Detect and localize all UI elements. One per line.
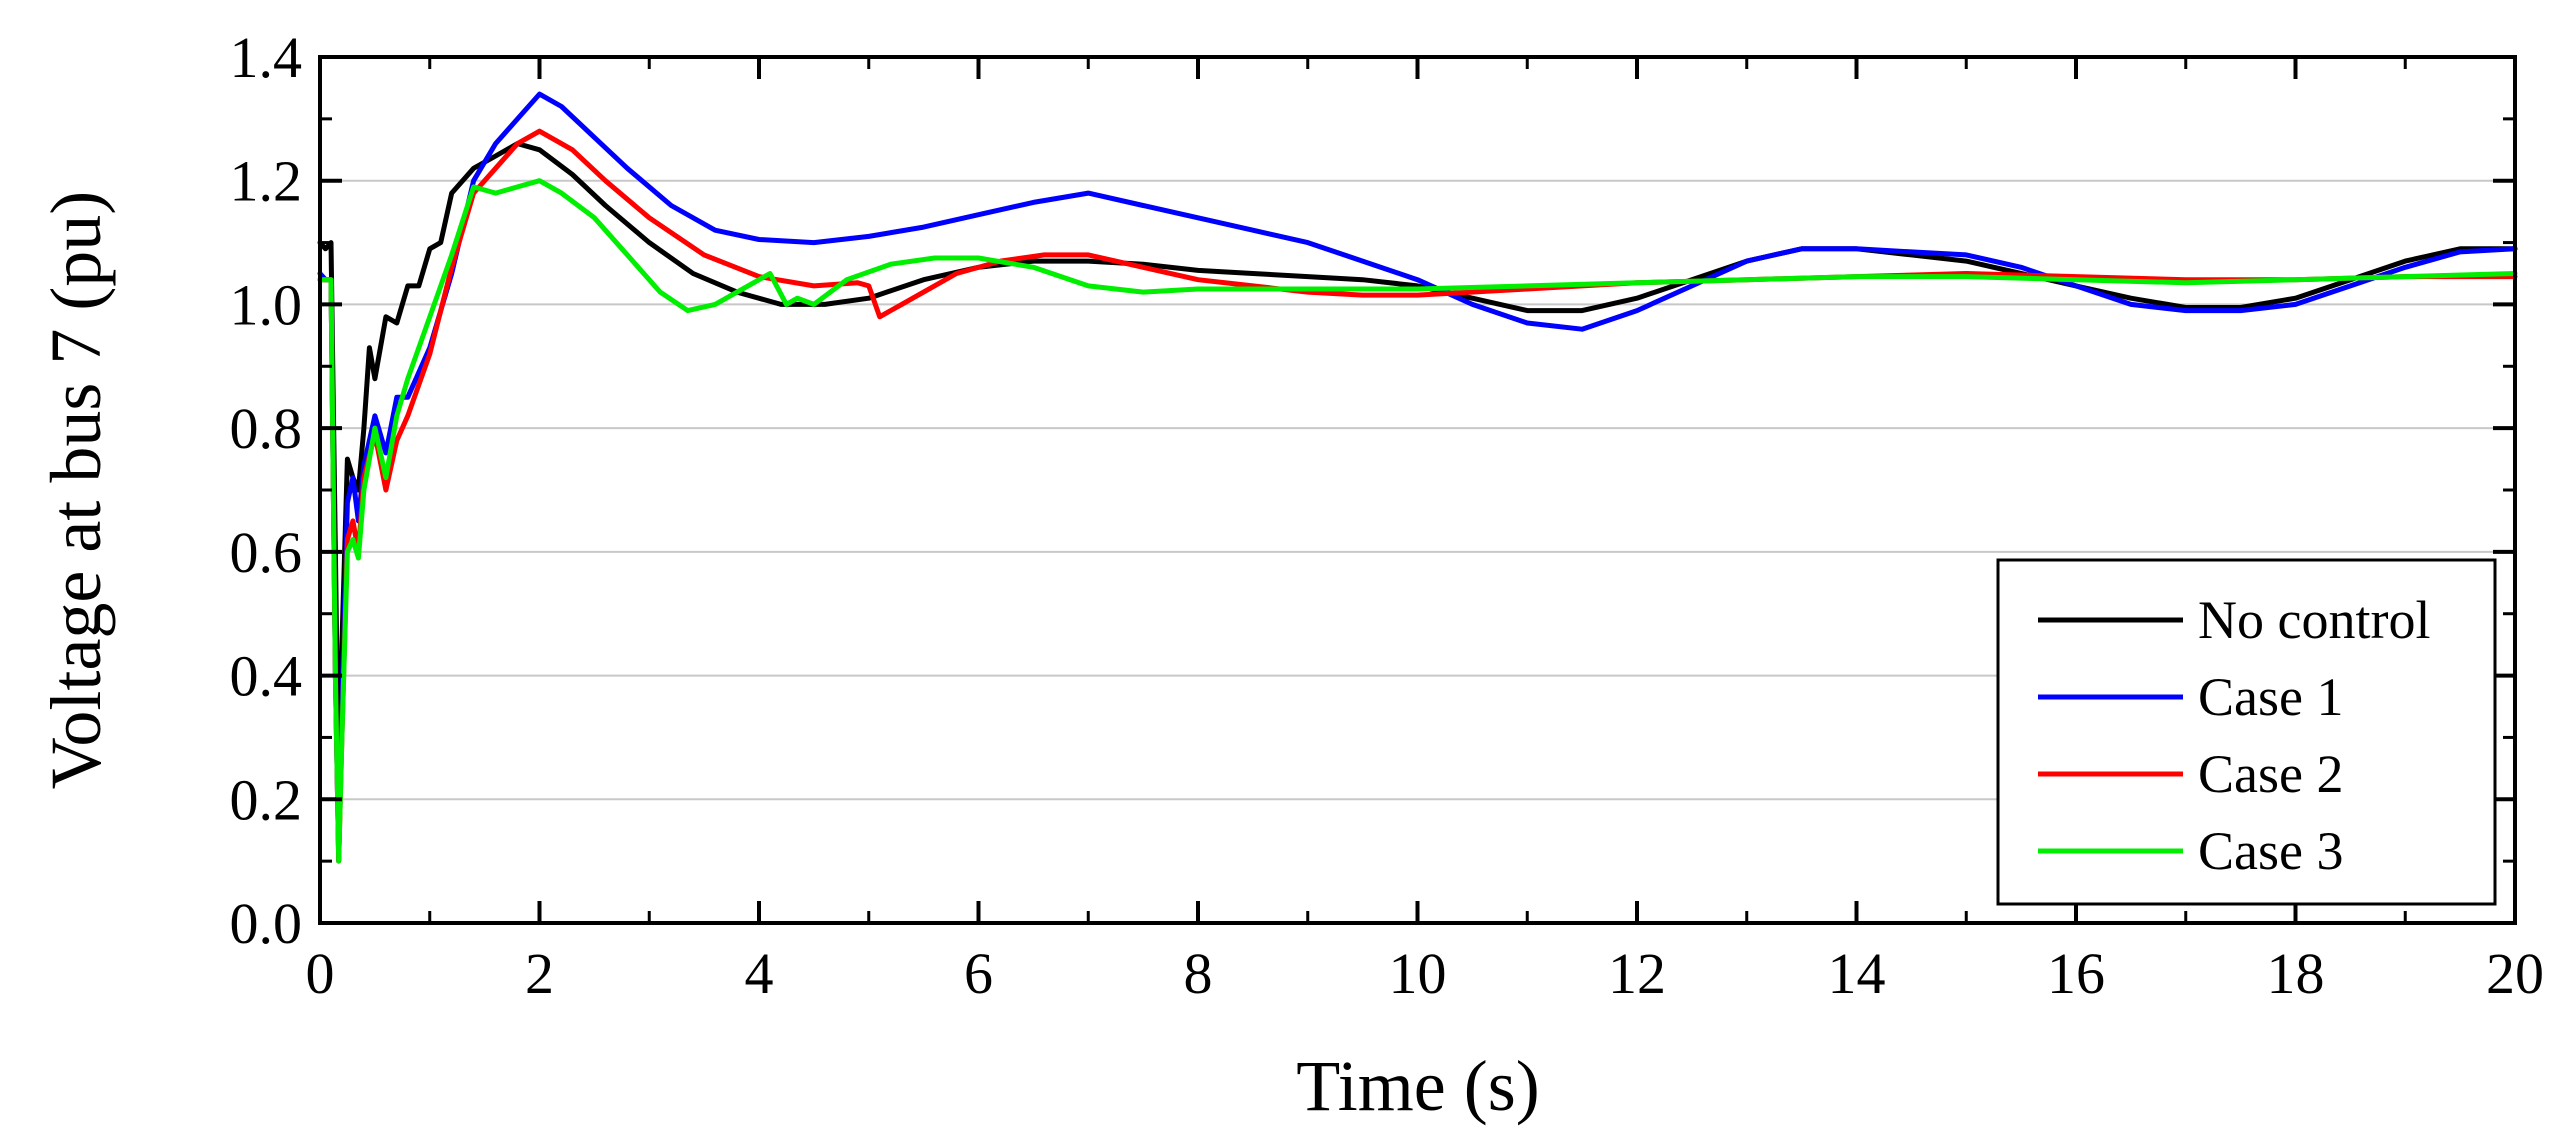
y-tick-label: 0.4	[230, 644, 303, 709]
x-tick-label: 18	[2267, 941, 2325, 1006]
y-tick-label: 1.0	[230, 272, 303, 337]
series-line-case-3	[317, 178, 2518, 864]
series-line-case-1	[317, 91, 2518, 864]
y-tick-label: 1.4	[230, 25, 303, 90]
x-tick-label: 4	[745, 941, 774, 1006]
grid-lines	[320, 179, 2515, 801]
y-tick-label: 0.2	[230, 767, 303, 832]
legend-label: No control	[2198, 590, 2430, 650]
x-tick-label: 14	[1828, 941, 1886, 1006]
axis-ticks	[318, 55, 2517, 925]
legend-box	[1996, 558, 2497, 906]
axis-tick-labels: 0.0 0.2 0.4 0.6 0.8 1.0 1.2 1.4 0 2 4 6 8 10 12 14 16 18 2…	[230, 25, 2545, 1006]
x-tick-label: 8	[1184, 941, 1213, 1006]
y-axis-title: Voltage at bus 7 (pu)	[36, 191, 116, 790]
legend-label: Case 1	[2198, 667, 2343, 727]
legend-label: Case 3	[2198, 821, 2343, 881]
x-tick-label: 2	[525, 941, 554, 1006]
y-tick-label: 1.2	[230, 149, 303, 214]
series-lines	[317, 91, 2518, 864]
x-tick-label: 16	[2047, 941, 2105, 1006]
y-tick-label: 0.0	[230, 891, 303, 956]
legend: No control Case 1 Case 2 Case 3	[1996, 558, 2497, 906]
x-tick-label: 0	[306, 941, 335, 1006]
series-line-no-control	[317, 141, 2518, 802]
x-tick-label: 6	[964, 941, 993, 1006]
x-axis-title: Time (s)	[1296, 1046, 1539, 1126]
legend-label: Case 2	[2198, 744, 2343, 804]
x-tick-label: 10	[1389, 941, 1447, 1006]
x-tick-label: 20	[2486, 941, 2544, 1006]
y-tick-label: 0.6	[230, 520, 303, 585]
y-tick-label: 0.8	[230, 396, 303, 461]
x-tick-label: 12	[1608, 941, 1666, 1006]
